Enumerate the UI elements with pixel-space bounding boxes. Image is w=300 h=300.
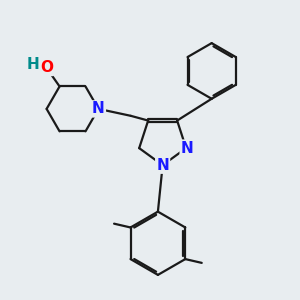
Text: O: O — [40, 60, 53, 75]
Text: N: N — [181, 141, 194, 156]
Text: H: H — [27, 57, 39, 72]
Text: N: N — [156, 158, 169, 173]
Text: N: N — [92, 101, 105, 116]
